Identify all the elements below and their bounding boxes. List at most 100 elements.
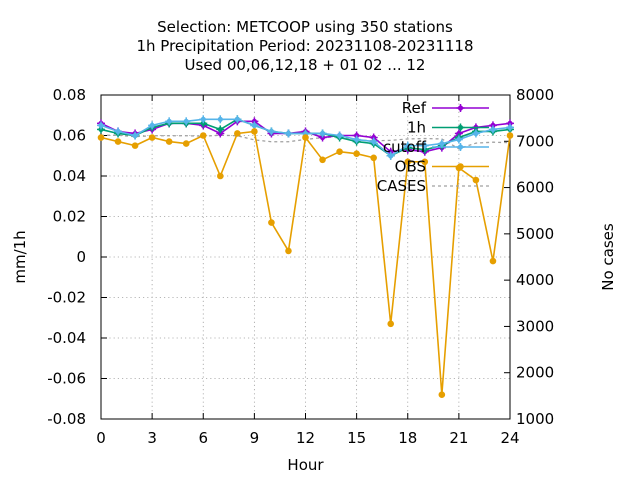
data-point	[420, 141, 429, 150]
data-point	[506, 132, 514, 139]
data-point	[250, 121, 259, 130]
y2-tick-label: 6000	[516, 179, 554, 197]
x-tick-label: 6	[198, 429, 208, 447]
x-tick-label: 21	[449, 429, 468, 447]
legend-entry-1h: 1h	[407, 119, 489, 137]
data-point	[182, 140, 190, 147]
data-point	[114, 138, 122, 145]
data-point	[471, 129, 480, 138]
data-point	[472, 176, 480, 184]
legend-marker	[456, 143, 465, 151]
axis-ticks: 0 3 6 9 12 15 18 21 24 -0.08 -0.06 -0.04 -0.02 0 0.02 0…	[47, 86, 554, 447]
data-point	[165, 138, 173, 145]
legend-entry-ref: Ref	[402, 99, 489, 117]
data-point	[216, 172, 224, 180]
series-cutoff	[97, 115, 514, 160]
data-point	[165, 117, 174, 126]
data-point	[233, 115, 242, 124]
legend-marker	[456, 104, 465, 112]
y2-tick-label: 2000	[516, 364, 554, 382]
legend-marker	[456, 123, 465, 132]
y2-tick-label: 3000	[516, 317, 554, 335]
legend-label: OBS	[395, 158, 426, 176]
data-point	[251, 128, 258, 135]
data-point	[421, 158, 429, 166]
chart-title: Selection: METCOOP using 350 stations1h …	[136, 18, 473, 74]
data-point	[114, 127, 123, 136]
data-point	[199, 115, 208, 124]
data-point	[216, 115, 225, 124]
data-point	[488, 125, 497, 134]
y-tick-label: -0.08	[47, 410, 86, 428]
x-axis-label: Hour	[287, 456, 324, 474]
data-point	[284, 129, 293, 138]
y2-tick-label: 8000	[516, 86, 554, 104]
data-point	[131, 131, 140, 140]
title-line-2: 1h Precipitation Period: 20231108-202311…	[136, 37, 473, 55]
title-line-1: Selection: METCOOP using 350 stations	[157, 18, 453, 36]
data-point	[386, 151, 395, 160]
data-point	[148, 121, 157, 130]
data-point	[387, 320, 395, 328]
x-tick-label: 15	[347, 429, 366, 447]
data-point	[404, 158, 412, 166]
data-point	[131, 142, 139, 149]
legend-entry-cutoff: cutoff	[383, 138, 489, 156]
x-tick-label: 0	[96, 429, 106, 447]
legend-marker	[457, 163, 464, 170]
x-tick-label: 18	[398, 429, 417, 447]
y2-axis-label: No cases	[599, 223, 617, 291]
data-point	[506, 123, 514, 132]
data-point	[182, 117, 191, 126]
data-point	[454, 135, 463, 144]
y-tick-label: 0.06	[53, 127, 86, 145]
data-point	[352, 135, 361, 144]
grid	[101, 95, 510, 419]
data-point	[403, 141, 412, 150]
data-point	[369, 137, 378, 146]
series-lines	[97, 115, 514, 399]
legend-label: cutoff	[383, 138, 427, 156]
y-tick-label: 0.02	[53, 208, 86, 226]
data-point	[148, 134, 156, 141]
y-tick-label: -0.06	[47, 370, 86, 388]
y2-tick-label: 1000	[516, 410, 554, 428]
data-point	[216, 125, 225, 134]
data-point	[267, 127, 276, 136]
y2-tick-label: 5000	[516, 225, 554, 243]
data-point	[336, 148, 343, 155]
data-point	[285, 247, 292, 255]
x-tick-label: 3	[147, 429, 157, 447]
legend-entry-cases: CASES	[377, 177, 489, 195]
data-point	[370, 154, 377, 162]
data-point	[268, 219, 275, 226]
y-axis-label: mm/1h	[11, 230, 29, 283]
data-point	[302, 134, 309, 141]
legend-label: Ref	[402, 99, 427, 117]
y-tick-label: -0.02	[47, 289, 86, 307]
data-point	[420, 145, 429, 154]
legend-label: CASES	[377, 177, 426, 195]
data-point	[318, 129, 327, 138]
data-point	[97, 134, 105, 141]
y-tick-label: 0.08	[53, 86, 86, 104]
legend-entry-obs: OBS	[395, 158, 489, 176]
y2-tick-label: 4000	[516, 271, 554, 289]
y-tick-label: -0.04	[47, 329, 86, 347]
legend-label: 1h	[407, 119, 426, 137]
title-line-3: Used 00,06,12,18 + 01 02 ... 12	[185, 56, 426, 74]
data-point	[335, 131, 344, 140]
x-tick-label: 9	[250, 429, 260, 447]
y-tick-label: 0	[76, 248, 86, 266]
data-point	[234, 130, 241, 137]
x-tick-label: 24	[500, 429, 519, 447]
data-point	[97, 121, 105, 130]
y2-tick-label: 7000	[516, 132, 554, 150]
y-tick-label: 0.04	[53, 167, 86, 185]
x-tick-label: 12	[296, 429, 315, 447]
data-point	[199, 132, 207, 139]
data-point	[438, 391, 446, 399]
data-point	[489, 257, 497, 265]
